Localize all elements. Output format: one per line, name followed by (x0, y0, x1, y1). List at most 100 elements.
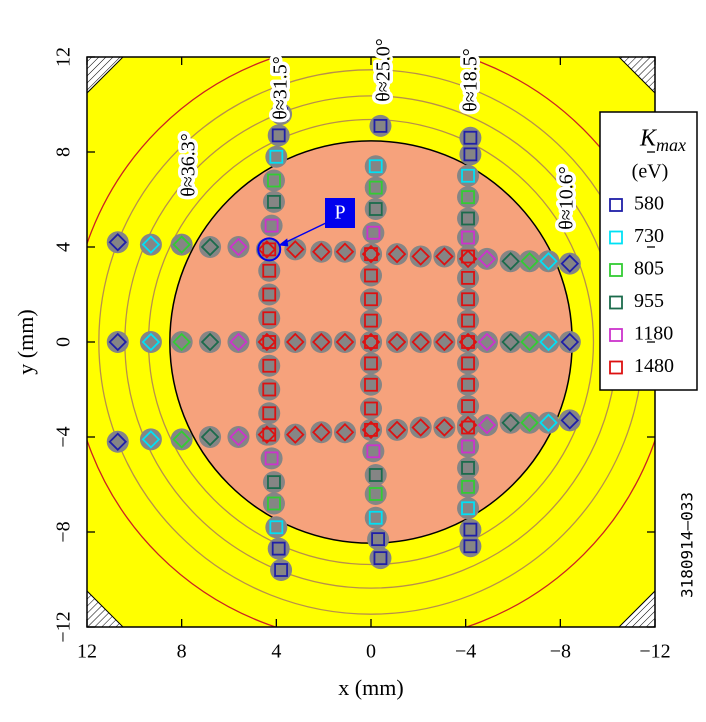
angle-annotation: θ≈18.5° (460, 48, 482, 112)
aperture-hole (333, 240, 356, 263)
square-marker (264, 451, 279, 466)
aperture-hole (258, 402, 281, 425)
aperture-hole (386, 331, 409, 353)
aperture-hole (267, 537, 290, 560)
diamond-marker (411, 247, 430, 266)
aperture-hole (227, 236, 250, 258)
square-marker (461, 190, 475, 205)
aperture-hole (457, 395, 480, 418)
square-marker (364, 422, 378, 437)
y-axis-label: y (mm) (13, 309, 38, 374)
aperture-hole (433, 416, 456, 439)
corner (87, 57, 124, 94)
square-marker (368, 202, 383, 216)
square-marker (262, 406, 277, 421)
diamond-marker (501, 413, 520, 433)
square-marker (267, 194, 281, 209)
legend-title: K (639, 126, 658, 152)
diamond-marker (361, 332, 381, 352)
diamond-marker (387, 332, 407, 352)
x-axis-label: x (mm) (338, 675, 403, 700)
aperture-hole (364, 198, 387, 220)
diamond-marker (257, 240, 277, 259)
aperture-hole (386, 418, 409, 441)
aperture-hole (475, 414, 498, 437)
aperture-hole (106, 331, 129, 353)
square-marker (368, 487, 383, 501)
square-marker (463, 539, 478, 554)
square-marker (264, 218, 279, 233)
legend-label: 1180 (634, 323, 673, 345)
square-marker (461, 292, 475, 307)
square-marker (364, 377, 378, 392)
legend-swatch (609, 263, 623, 277)
aperture-hole (457, 435, 480, 458)
aperture-hole (457, 164, 480, 187)
diamond-marker (560, 411, 580, 430)
diamond-marker (108, 432, 128, 452)
aperture-hole (362, 440, 385, 463)
aperture-hole (360, 397, 382, 420)
aperture-hole (475, 247, 498, 270)
aperture-hole (258, 283, 281, 306)
aperture-hole (433, 331, 456, 353)
diamond-marker (387, 244, 407, 264)
diamond-marker (520, 413, 539, 433)
square-marker (368, 468, 383, 482)
aperture-hole (499, 250, 522, 273)
square-marker (271, 541, 286, 556)
corner (87, 590, 124, 627)
square-marker (267, 173, 281, 188)
diamond-marker (108, 332, 128, 352)
square-marker (463, 522, 478, 537)
diamond-marker (229, 427, 248, 447)
square-marker (461, 335, 475, 349)
square-marker (461, 168, 475, 183)
legend-label: 730 (634, 225, 664, 247)
aperture-hole (364, 176, 387, 199)
square-marker (461, 377, 475, 392)
square-marker (461, 501, 475, 516)
diamond-marker (501, 251, 520, 271)
point-label: P (334, 202, 345, 224)
x-tick-label: −4 (455, 641, 476, 663)
square-marker (262, 358, 277, 373)
square-marker (262, 382, 277, 397)
aperture-hole (433, 245, 456, 268)
square-marker (461, 479, 475, 494)
aperture-hole (284, 331, 307, 353)
x-tick-label: 0 (366, 641, 376, 663)
square-marker (366, 444, 381, 459)
aperture-hole (457, 226, 480, 249)
square-marker (274, 563, 288, 577)
diamond-marker (539, 251, 558, 271)
square-marker (371, 532, 386, 547)
diamond-marker (312, 242, 331, 262)
y-tick-label: 12 (53, 47, 75, 67)
aperture-hole (499, 411, 522, 434)
legend-swatch (609, 198, 623, 212)
aperture-hole (139, 428, 162, 451)
aperture-hole (258, 307, 281, 330)
square-marker (269, 149, 284, 164)
label-box (325, 198, 355, 228)
legend-label: 580 (634, 193, 664, 215)
diamond-marker (520, 332, 539, 352)
aperture-hole (537, 250, 560, 273)
aperture-hole (284, 423, 307, 446)
x-tick-label: −8 (550, 641, 571, 663)
square-marker (262, 287, 277, 302)
aperture-hole (258, 378, 281, 401)
diamond-marker (387, 420, 407, 440)
aperture-hole (457, 266, 480, 289)
diamond-marker (141, 430, 161, 449)
aperture-hole (457, 207, 480, 230)
aperture-hole (267, 124, 290, 147)
aperture-hole (409, 331, 432, 353)
aperture-hole (409, 245, 432, 268)
diamond-marker (477, 332, 497, 352)
aperture-hole (106, 430, 129, 453)
aperture-hole (227, 331, 250, 353)
aperture-hole (364, 483, 387, 505)
x-tick-label: 8 (177, 641, 187, 663)
